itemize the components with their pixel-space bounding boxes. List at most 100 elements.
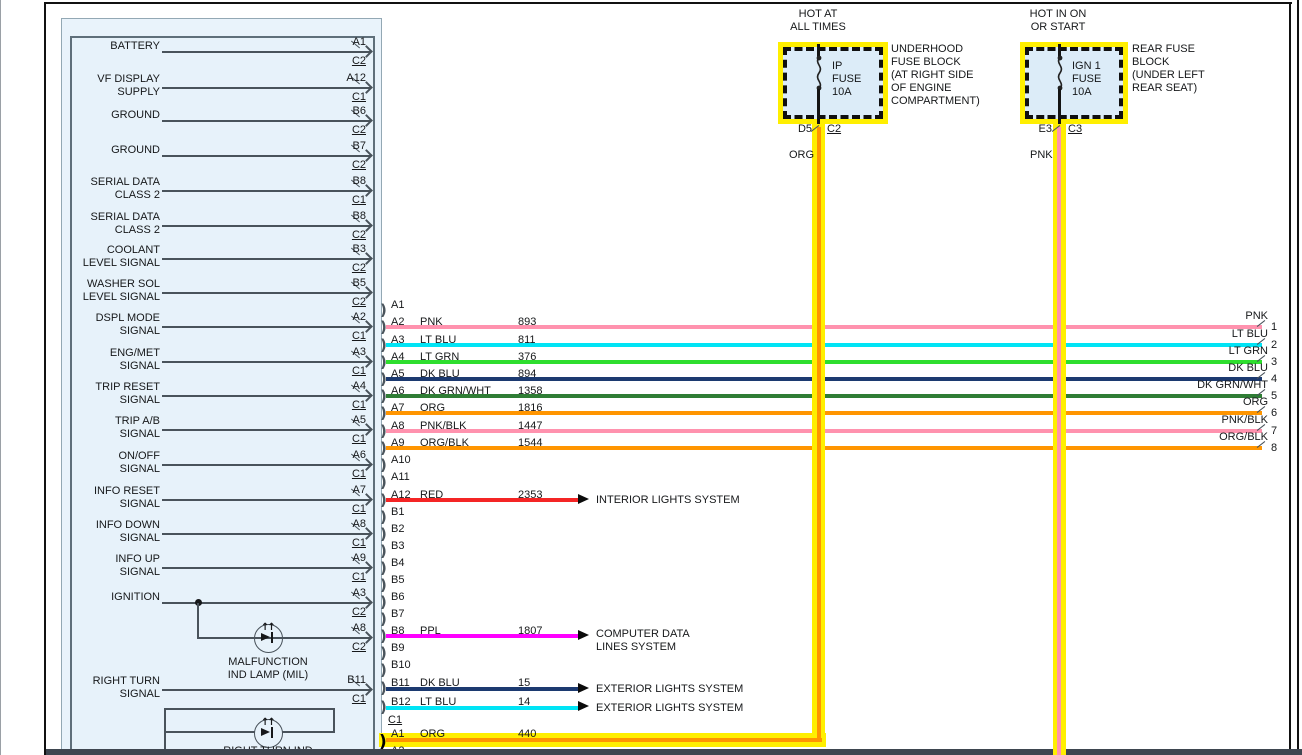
wire-end-number: 1 (1271, 321, 1278, 333)
pin-top-label: B8 (352, 175, 366, 187)
pin-bracket-icon: ) (380, 661, 387, 679)
pin-id: B12 (391, 696, 411, 708)
device-wire (162, 51, 371, 53)
lamp-arrows-icon: ↑↑ (261, 622, 276, 633)
system-target: INTERIOR LIGHTS SYSTEM (596, 494, 740, 506)
device-wire (162, 361, 371, 363)
pin-top-label: A7 (352, 484, 366, 496)
device-row-label: GROUND (111, 144, 160, 156)
device-wire (162, 292, 371, 294)
device-wire (162, 689, 371, 691)
rear-fuse-block[interactable] (1020, 42, 1128, 124)
wire-end-number: 7 (1271, 425, 1278, 437)
connector-ref-label[interactable]: C1 (351, 468, 366, 480)
circuit-number: 1544 (518, 437, 543, 449)
pin-id: A12 (391, 489, 411, 501)
device-row-label: RIGHT TURN SIGNAL (92, 675, 160, 700)
wire-b11-dkblu-15 (386, 687, 578, 691)
bottom-scroll-band[interactable] (46, 749, 1302, 755)
connector-ref-label[interactable]: C2 (351, 641, 366, 653)
device-row-label: INFO UP SIGNAL (115, 553, 160, 578)
frame-top-border (44, 2, 1292, 4)
device-row-label: TRIP RESET SIGNAL (95, 381, 160, 406)
circuit-number: 376 (518, 351, 537, 363)
system-arrow-icon (578, 701, 589, 711)
connector-ref-label[interactable]: C1 (351, 365, 366, 377)
circuit-number: 1807 (518, 625, 543, 637)
fuse-label: IGN 1 FUSE 10A (1072, 60, 1102, 98)
pin-top-label: A1 (352, 36, 366, 48)
turn-loop-bottom (164, 731, 335, 733)
pin-id: B11 (391, 677, 410, 689)
lamp-diode-bar-icon (271, 727, 273, 738)
device-wire (162, 258, 371, 260)
connector-ref-label[interactable]: C1 (351, 194, 366, 206)
fuse-wire-stub (1058, 89, 1061, 124)
pin-bracket-icon: ) (380, 336, 387, 354)
pin-top-label: B7 (352, 140, 366, 152)
connector-ref-label[interactable]: C2 (351, 606, 366, 618)
wire-color-label: LT BLU (420, 334, 457, 346)
connector-ref-label[interactable]: C1 (388, 714, 403, 726)
turn-loop-top (164, 708, 335, 710)
wire-color-label: DK BLU (420, 368, 460, 380)
connector-ref-label[interactable]: C2 (351, 55, 366, 67)
connector-ref-label[interactable]: C1 (351, 537, 366, 549)
connector-ref-label[interactable]: C1 (351, 399, 366, 411)
connector-ref-label[interactable]: C3 (1068, 123, 1083, 135)
connector-ref-label[interactable]: C1 (351, 330, 366, 342)
pin-id: B10 (391, 659, 411, 671)
system-target: EXTERIOR LIGHTS SYSTEM (596, 702, 744, 714)
underhood-fuse-block[interactable] (778, 42, 888, 124)
lamp-arrows-icon: ↑↑ (261, 717, 276, 728)
connector-ref-label[interactable]: C1 (351, 571, 366, 583)
connector-ref-label[interactable]: C2 (827, 123, 842, 135)
connector-ref-label[interactable]: C2 (351, 159, 366, 171)
connector-ref-label[interactable]: C2 (351, 296, 366, 308)
pin-bracket-icon: ) (380, 679, 387, 697)
fuse-wire-stub (1058, 44, 1061, 58)
device-wire (162, 602, 371, 604)
mil-label: MALFUNCTION IND LAMP (MIL) (227, 656, 309, 681)
circuit-number: 15 (518, 677, 531, 689)
wire-b8-ppl-1807 (386, 634, 578, 638)
frame-left-border (44, 2, 46, 755)
pin-bracket-icon: ) (380, 353, 387, 371)
connector-ref-label[interactable]: C2 (351, 124, 366, 136)
device-wire (162, 87, 371, 89)
pin-top-label: A2 (352, 311, 366, 323)
connector-ref-label[interactable]: C1 (351, 693, 366, 705)
pin-bracket-icon: ) (380, 576, 387, 594)
pin-bracket-icon: ) (380, 698, 387, 716)
pin-bracket-icon: ) (380, 370, 387, 388)
device-row-label: BATTERY (110, 40, 160, 52)
wire-color-label: DK GRN/WHT (420, 385, 491, 397)
wire-end-number: 2 (1271, 339, 1278, 351)
pin-bracket-icon: ) (380, 439, 387, 457)
pin-id: A11 (391, 471, 410, 483)
pin-bracket-icon: ) (380, 542, 387, 560)
wire-color-label: PNK (1030, 149, 1053, 161)
wire-end-label: LT GRN (1228, 345, 1268, 357)
wire-color-label: LT BLU (420, 696, 457, 708)
pin-id: A5 (391, 368, 405, 380)
connector-ref-label[interactable]: C1 (351, 503, 366, 515)
connector-ref-label[interactable]: C1 (351, 91, 366, 103)
wire-end-number: 8 (1271, 442, 1278, 454)
fuse-label: IP FUSE 10A (832, 60, 862, 98)
pin-id: A6 (391, 385, 405, 397)
connector-ref-label[interactable]: C2 (351, 262, 366, 274)
pin-id: A1 (391, 299, 405, 311)
pin-top-label: A3 (352, 346, 366, 358)
wire-end-label: DK BLU (1228, 362, 1268, 374)
connector-ref-label[interactable]: C2 (351, 229, 366, 241)
circuit-number: 893 (518, 316, 537, 328)
pin-id: B5 (391, 574, 405, 586)
wire-color-label: ORG (420, 728, 446, 740)
device-row-label: SERIAL DATA CLASS 2 (90, 211, 160, 236)
circuit-number: 2353 (518, 489, 543, 501)
pin-bracket-icon: ) (380, 404, 387, 422)
connector-ref-label[interactable]: C1 (351, 433, 366, 445)
pin-bracket-icon: ) (380, 644, 387, 662)
fuse-pin-label: D5 (797, 123, 812, 135)
